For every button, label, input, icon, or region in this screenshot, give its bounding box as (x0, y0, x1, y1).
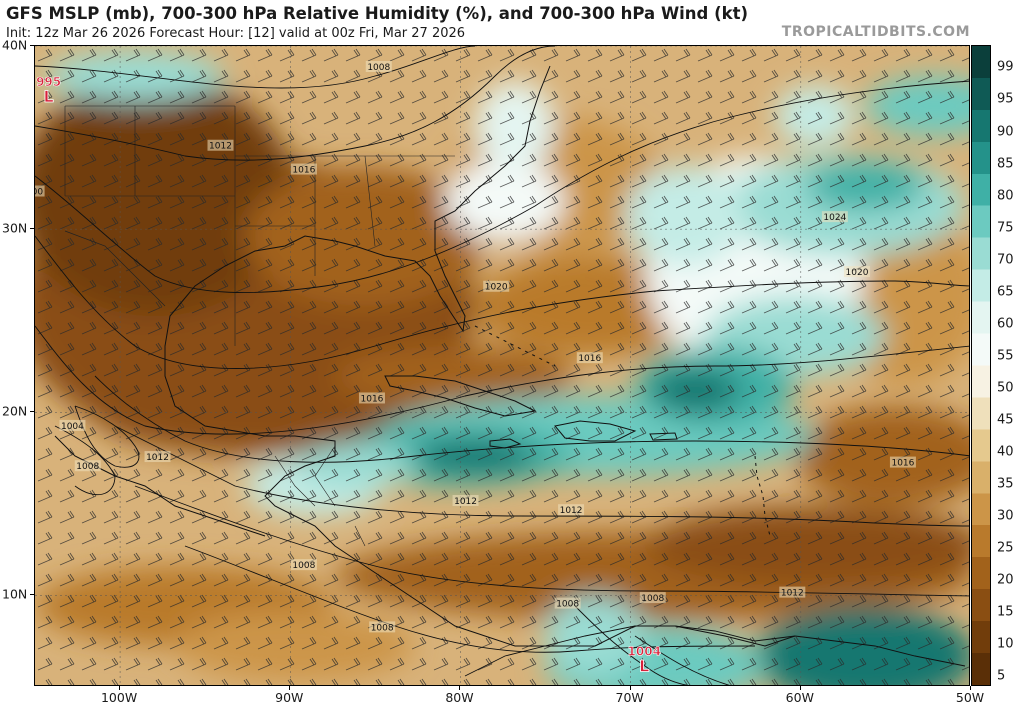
isobars (35, 46, 969, 685)
isobar-label-bg (365, 60, 392, 72)
isobar-label: 1008 (641, 594, 664, 604)
latitude-label: 20N (2, 403, 28, 419)
isobar-label-bg (144, 451, 171, 463)
source-brand: TROPICALTIDBITS.COM (781, 24, 970, 40)
colorbar-label: 65 (997, 284, 1014, 300)
colorbar-label: 55 (997, 348, 1014, 364)
isobar-label-bg (452, 495, 479, 507)
colorbar-label: 40 (997, 444, 1014, 460)
isobar-label-bg (558, 504, 585, 516)
isobar-label-bg (639, 592, 666, 604)
isobar-label: 1012 (560, 506, 583, 516)
low-pressure-symbol: L (44, 87, 54, 106)
isobar-label: 1008 (556, 600, 579, 610)
longitude-tick (799, 686, 801, 690)
isobar-label-bg (74, 460, 101, 472)
wind-barbs (35, 46, 969, 685)
longitude-label: 50W (955, 690, 985, 705)
isobar-label-bg (843, 266, 870, 278)
colorbar-label: 5 (997, 668, 1006, 684)
isobar-label: 1008 (292, 561, 315, 571)
colorbar-label: 35 (997, 476, 1014, 492)
latitude-tick (30, 228, 34, 230)
map-canvas: 1008 1012 1016 1000 1024 1020 1020 1016 1016 1004… (35, 46, 969, 685)
colorbar-label: 25 (997, 540, 1014, 556)
isobar-label: 1016 (361, 394, 384, 404)
longitude-label: 90W (275, 690, 304, 705)
humidity-colorbar (971, 45, 991, 686)
colorbar-label: 80 (997, 188, 1014, 204)
low-pressure-value: 995 (36, 75, 61, 89)
colorbar-label: 15 (997, 604, 1014, 620)
latitude-label: 30N (2, 220, 28, 236)
isobar-label: 1024 (823, 213, 846, 223)
low-pressure-value: 1004 (628, 645, 661, 659)
isobar-label-bg (369, 621, 396, 633)
latitude-label: 40N (2, 37, 28, 53)
isobar-label: 1012 (146, 453, 169, 463)
isobar-label: 1016 (292, 166, 315, 176)
isobar-label: 1016 (891, 459, 914, 469)
colorbar-label: 20 (997, 572, 1014, 588)
colorbar-label: 75 (997, 220, 1014, 236)
longitude-tick (119, 686, 121, 690)
isobar-label: 1012 (781, 589, 804, 599)
colorbar-label: 45 (997, 412, 1014, 428)
longitude-tick (970, 686, 971, 690)
isobar-label-bg (290, 163, 317, 175)
chart-title: GFS MSLP (mb), 700-300 hPa Relative Humi… (6, 4, 749, 23)
longitude-label: 60W (785, 690, 814, 705)
colorbar-label: 99 (997, 59, 1014, 75)
isobar-label: 1004 (61, 422, 84, 432)
longitude-label: 100W (100, 690, 138, 705)
isobar-label-bg (207, 139, 234, 151)
latitude-tick (30, 411, 34, 413)
longitude-tick (629, 686, 631, 690)
isobar-label: 1000 (35, 188, 43, 198)
colorbar-label: 60 (997, 316, 1014, 332)
colorbar-label: 70 (997, 252, 1014, 268)
isobar-label-bg (358, 392, 385, 404)
isobar-label-bg (290, 559, 317, 571)
isobar-label: 1020 (846, 268, 869, 278)
isobar-label-bg (483, 280, 510, 292)
isobar-label: 1008 (367, 63, 390, 73)
isobar-label: 1012 (209, 142, 232, 152)
latitude-label: 10N (2, 586, 28, 602)
latitude-tick (30, 45, 34, 46)
longitude-label: 70W (615, 690, 644, 705)
isobar-label: 1012 (454, 497, 477, 507)
coastlines (54, 65, 966, 677)
isobar-label-bg (576, 352, 603, 364)
isobar-label-bg (35, 185, 45, 197)
longitude-tick (459, 686, 461, 690)
isobar-label: 1016 (578, 354, 601, 364)
isobar-label-bg (59, 419, 86, 431)
isobar-label-bg (889, 456, 916, 468)
colorbar-label: 95 (997, 91, 1014, 107)
colorbar-label: 50 (997, 380, 1014, 396)
latitude-tick (30, 594, 34, 596)
low-pressure-symbol: L (639, 657, 649, 676)
longitude-tick (289, 686, 291, 690)
isobar-label: 1020 (485, 283, 508, 293)
colorbar-label: 90 (997, 124, 1014, 140)
colorbar-label: 10 (997, 636, 1014, 652)
colorbar-label: 30 (997, 508, 1014, 524)
isobar-label: 1008 (371, 623, 394, 633)
isobar-label-bg (821, 211, 848, 223)
map-panel[interactable]: 1008 1012 1016 1000 1024 1020 1020 1016 1016 1004… (34, 45, 970, 686)
forecast-info: Init: 12z Mar 26 2026 Forecast Hour: [12… (6, 26, 466, 41)
lat-lon-grid (35, 46, 969, 685)
isobar-label-bg (554, 597, 581, 609)
colorbar-label: 85 (997, 156, 1014, 172)
longitude-label: 80W (445, 690, 474, 705)
isobar-label-bg (779, 586, 806, 598)
isobar-labels: 1008 1012 1016 1000 1024 1020 1020 1016 1016 1004… (35, 60, 916, 633)
isobar-label: 1008 (76, 462, 99, 472)
